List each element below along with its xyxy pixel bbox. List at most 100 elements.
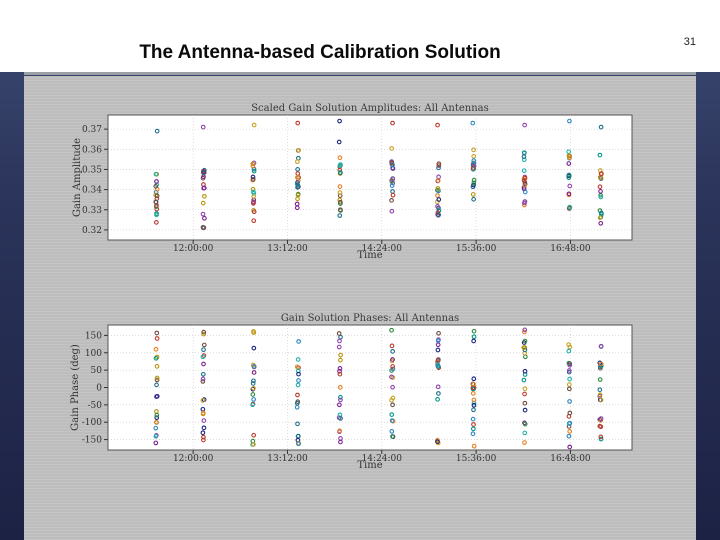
amp-data-point <box>250 176 256 182</box>
amp-data-point <box>295 120 301 126</box>
amp-data-point <box>470 120 476 126</box>
amp-data-point <box>294 181 300 187</box>
amp-data-point <box>294 175 300 180</box>
phase-data-point <box>522 440 527 445</box>
phase-x-tick-label: 13:12:00 <box>267 454 308 464</box>
phase-data-point <box>336 344 342 350</box>
phase-data-point <box>201 361 206 367</box>
amp-data-point <box>294 201 300 207</box>
amp-data-point <box>200 200 206 206</box>
amp-data-point <box>338 199 343 205</box>
phase-data-point <box>566 342 572 348</box>
amp-data-point <box>337 118 342 124</box>
amp-data-point <box>522 180 528 185</box>
amp-data-point <box>471 182 476 188</box>
phase-y-tick-label: -100 <box>82 418 102 428</box>
amp-data-point <box>251 194 257 199</box>
phase-data-point <box>435 384 441 390</box>
phase-data-point <box>251 330 257 335</box>
phase-data-point <box>154 364 160 369</box>
phase-data-point <box>521 377 527 383</box>
phase-data-point <box>201 331 207 337</box>
amp-data-point <box>389 197 394 203</box>
amp-data-point <box>390 162 395 168</box>
phase-data-point <box>566 382 572 387</box>
phase-data-point <box>597 387 603 393</box>
phase-data-point <box>154 415 160 421</box>
amp-data-point <box>251 209 257 215</box>
phase-data-point <box>598 434 604 440</box>
phase-data-point <box>566 369 572 375</box>
amp-data-point <box>522 122 528 128</box>
phase-data-point <box>435 347 441 353</box>
phase-data-point <box>201 329 207 335</box>
amp-data-point <box>154 193 160 199</box>
amp-data-point <box>337 213 343 218</box>
phase-data-point <box>337 366 343 371</box>
phase-data-point <box>295 421 300 427</box>
amp-data-point <box>337 155 343 161</box>
phase-data-point <box>201 418 207 423</box>
phase-data-point <box>389 412 395 417</box>
phase-data-point <box>390 357 395 362</box>
amp-data-point <box>598 124 604 130</box>
amp-data-point <box>251 218 257 224</box>
amp-data-point <box>435 178 441 183</box>
amp-data-point <box>337 170 343 175</box>
amp-data-point <box>471 154 477 159</box>
amp-data-point <box>522 189 528 195</box>
phase-data-point <box>154 336 160 341</box>
amp-data-point <box>295 192 301 198</box>
amp-data-point <box>566 191 572 197</box>
phase-y-tick-label: 100 <box>85 349 102 359</box>
phase-data-point <box>471 381 476 387</box>
phase-data-point <box>251 432 257 438</box>
phase-data-point <box>470 431 476 437</box>
amp-data-point <box>597 215 603 221</box>
amp-data-point <box>390 192 396 198</box>
page-number: 31 <box>683 36 696 48</box>
amp-data-point <box>336 139 342 145</box>
phase-y-tick-label: -150 <box>82 436 102 446</box>
phase-data-point <box>200 379 206 384</box>
phase-data-point <box>295 392 300 398</box>
phase-data-point <box>200 371 206 377</box>
amp-data-point <box>201 185 207 191</box>
phase-data-point <box>390 364 395 369</box>
amp-data-point <box>435 203 440 209</box>
phase-data-point <box>435 362 440 367</box>
phase-data-point <box>154 393 160 399</box>
amp-data-point <box>201 167 207 173</box>
header-rule <box>24 72 696 75</box>
phase-data-point <box>201 434 206 440</box>
phase-data-point <box>566 386 572 392</box>
amp-y-axis-label: Gain Amplitude <box>72 138 83 217</box>
phase-data-point <box>338 394 343 400</box>
phase-data-point <box>153 425 159 431</box>
amp-data-point <box>389 146 395 151</box>
phase-data-point <box>522 368 528 374</box>
phase-data-point <box>201 425 207 431</box>
amp-data-point <box>436 188 441 194</box>
amp-data-point <box>337 190 343 195</box>
amp-data-point <box>471 177 477 183</box>
amp-data-point <box>471 147 476 153</box>
amp-data-point <box>435 210 441 215</box>
phase-y-tick-label: 150 <box>85 331 102 341</box>
amp-data-point <box>522 199 528 204</box>
phase-data-point <box>597 364 603 370</box>
amp-data-point <box>598 220 604 226</box>
phase-data-point <box>337 371 343 377</box>
amp-data-point <box>389 160 395 166</box>
amp-data-point <box>436 163 442 168</box>
phase-data-point <box>296 378 301 383</box>
phase-data-point <box>598 361 604 367</box>
phase-data-point <box>251 442 256 447</box>
amp-x-tick-label: 15:36:00 <box>456 244 497 254</box>
phase-data-point <box>201 347 206 353</box>
phase-data-point <box>201 437 206 443</box>
phase-data-point <box>390 348 395 354</box>
phase-data-point <box>389 374 394 380</box>
phase-data-point <box>597 377 603 382</box>
